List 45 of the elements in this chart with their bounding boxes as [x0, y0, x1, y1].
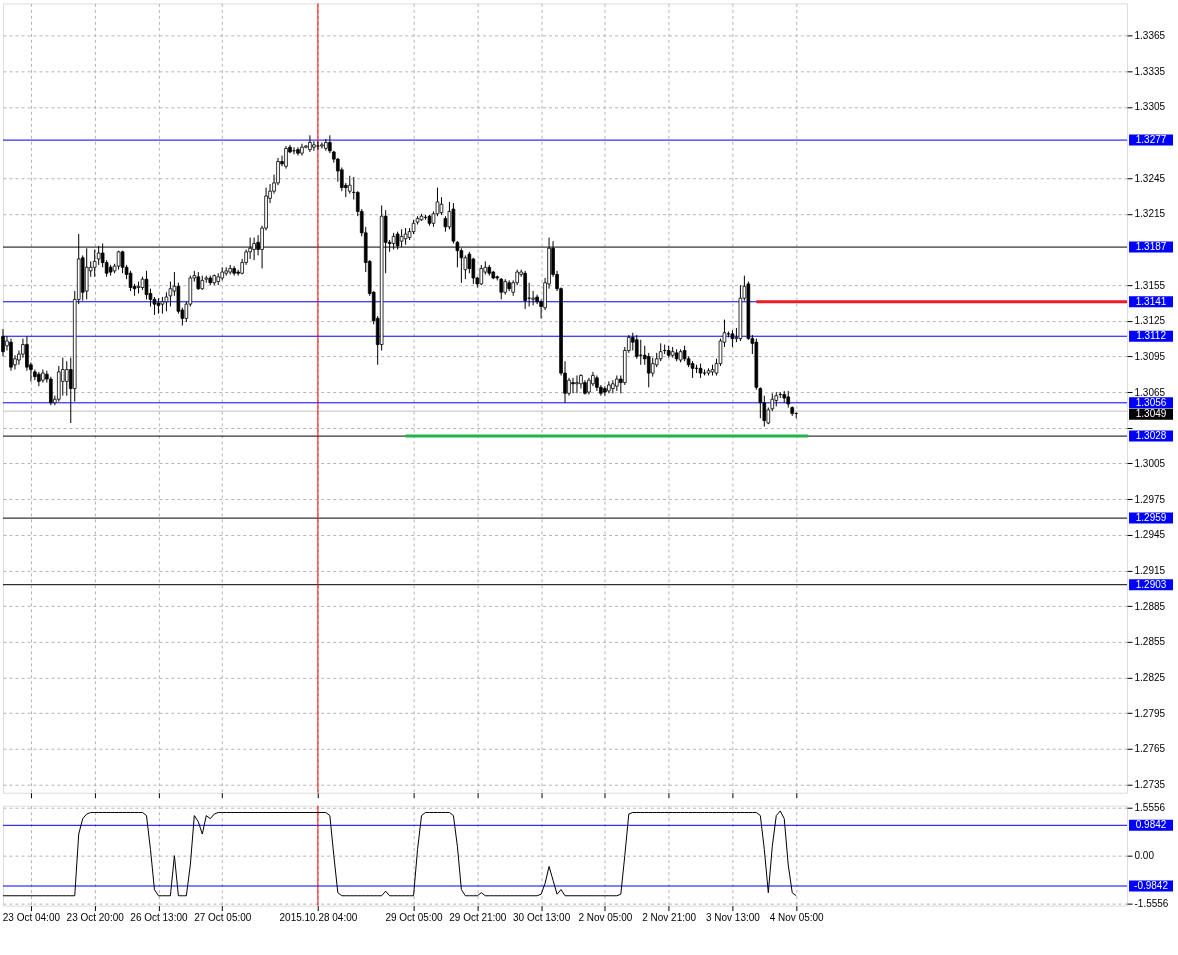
x-tick-label: 27 Oct 05:00 [194, 912, 252, 924]
y-tick-label: 1.2735 [1134, 778, 1166, 790]
x-tick-label: 26 Oct 13:00 [130, 912, 188, 924]
ref-line-label: 1.3056 [1135, 396, 1167, 408]
ref-line-label: 1.3112 [1136, 330, 1167, 342]
ref-line-label: 1.3049 [1135, 408, 1167, 420]
y-tick-label: 1.3005 [1134, 457, 1166, 469]
x-tick-label: 29 Oct 21:00 [449, 912, 507, 924]
y-tick-label: 1.3155 [1134, 279, 1166, 291]
x-tick-label: 30 Oct 13:00 [513, 912, 571, 924]
y-tick-label: 1.2975 [1134, 493, 1166, 505]
ref-line-label: 1.3028 [1135, 430, 1167, 442]
y-tick-label: 1.2855 [1134, 636, 1166, 648]
y-tick-label: 1.5556 [1134, 802, 1166, 814]
x-tick-label: 23 Oct 04:00 [2, 912, 61, 924]
y-tick-label: 1.2945 [1134, 529, 1166, 541]
y-tick-label: 1.2795 [1134, 707, 1166, 719]
x-tick-label: 23 Oct 20:00 [66, 912, 125, 924]
y-tick-label: 1.2915 [1134, 564, 1166, 576]
ref-line-label: 0.9842 [1135, 819, 1167, 831]
y-tick-label: 1.2765 [1134, 743, 1166, 755]
y-tick-label: 1.3305 [1134, 101, 1166, 113]
x-tick-label: 3 Nov 13:00 [706, 912, 761, 924]
ref-line-label: 1.3277 [1135, 134, 1167, 146]
y-tick-label: 1.3245 [1134, 172, 1166, 184]
y-tick-label: 1.3335 [1134, 65, 1166, 77]
x-tick-label: 29 Oct 05:00 [385, 912, 444, 924]
y-tick-label: 1.2885 [1134, 600, 1166, 612]
y-tick-label: 1.3065 [1134, 386, 1166, 398]
ref-line-label: -0.9842 [1134, 880, 1169, 892]
x-tick-label: 2 Nov 05:00 [578, 912, 633, 924]
x-tick-label: 2 Nov 21:00 [642, 912, 697, 924]
x-tick-label: 4 Nov 05:00 [769, 912, 825, 924]
ref-line-label: 1.3187 [1135, 241, 1167, 253]
y-tick-label: 1.3365 [1134, 29, 1166, 41]
y-tick-label: 1.3215 [1134, 208, 1166, 220]
y-tick-label: 0.00 [1134, 850, 1155, 862]
y-tick-label: -1.5556 [1134, 898, 1169, 910]
y-tick-label: 1.2825 [1134, 671, 1166, 683]
y-tick-label: 1.3125 [1134, 315, 1166, 327]
ref-line-label: 1.2903 [1135, 578, 1167, 590]
ref-line-label: 1.2959 [1135, 512, 1167, 524]
ref-line-label: 1.3141 [1135, 295, 1167, 307]
y-tick-label: 1.3095 [1134, 350, 1166, 362]
x-tick-label: 2015.10.28 04:00 [279, 912, 358, 924]
